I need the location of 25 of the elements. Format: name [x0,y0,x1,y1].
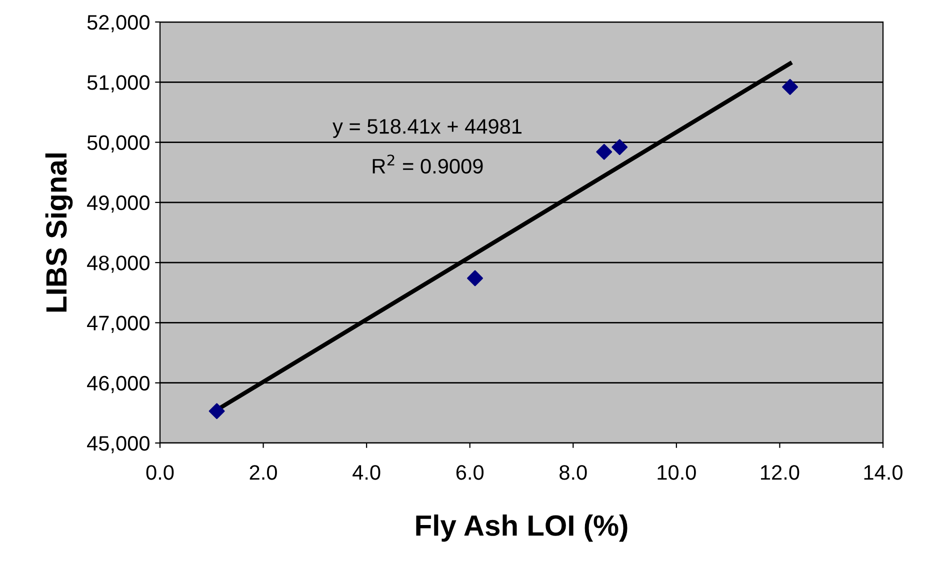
y-tick-label: 51,000 [87,75,150,92]
annotation: y = 518.41x + 44981 [332,119,522,138]
point [596,144,612,160]
point [467,270,483,286]
y-tick-label: 52,000 [87,15,150,32]
x-axis-title: Fly Ash LOI (%) [416,514,628,542]
y-tick-label: 45,000 [87,436,150,454]
y-tick-label: 46,000 [87,376,150,394]
x-tick-label: 6.0 [456,465,484,480]
point [612,139,628,156]
x-tick-label: 14.0 [864,465,902,480]
y-tick-label: 48,000 [87,256,150,273]
point [208,403,225,420]
x-tick-label: 4.0 [352,465,380,480]
y-tick-label: 47,000 [87,316,150,333]
x-tick-label: 8.0 [560,465,587,480]
y-tick-label: 49,000 [87,195,150,213]
annotation: R$^{2}$ = 0.9009 [372,154,483,174]
y-axis-title: LIBS Signal [45,154,73,312]
y-tick-label: 50,000 [87,135,150,152]
x-tick-label: 10.0 [658,465,696,480]
x-tick-label: 12.0 [761,465,800,480]
x-tick-label: 2.0 [250,465,277,480]
x-tick-label: 0.0 [146,465,174,480]
point [782,78,798,95]
